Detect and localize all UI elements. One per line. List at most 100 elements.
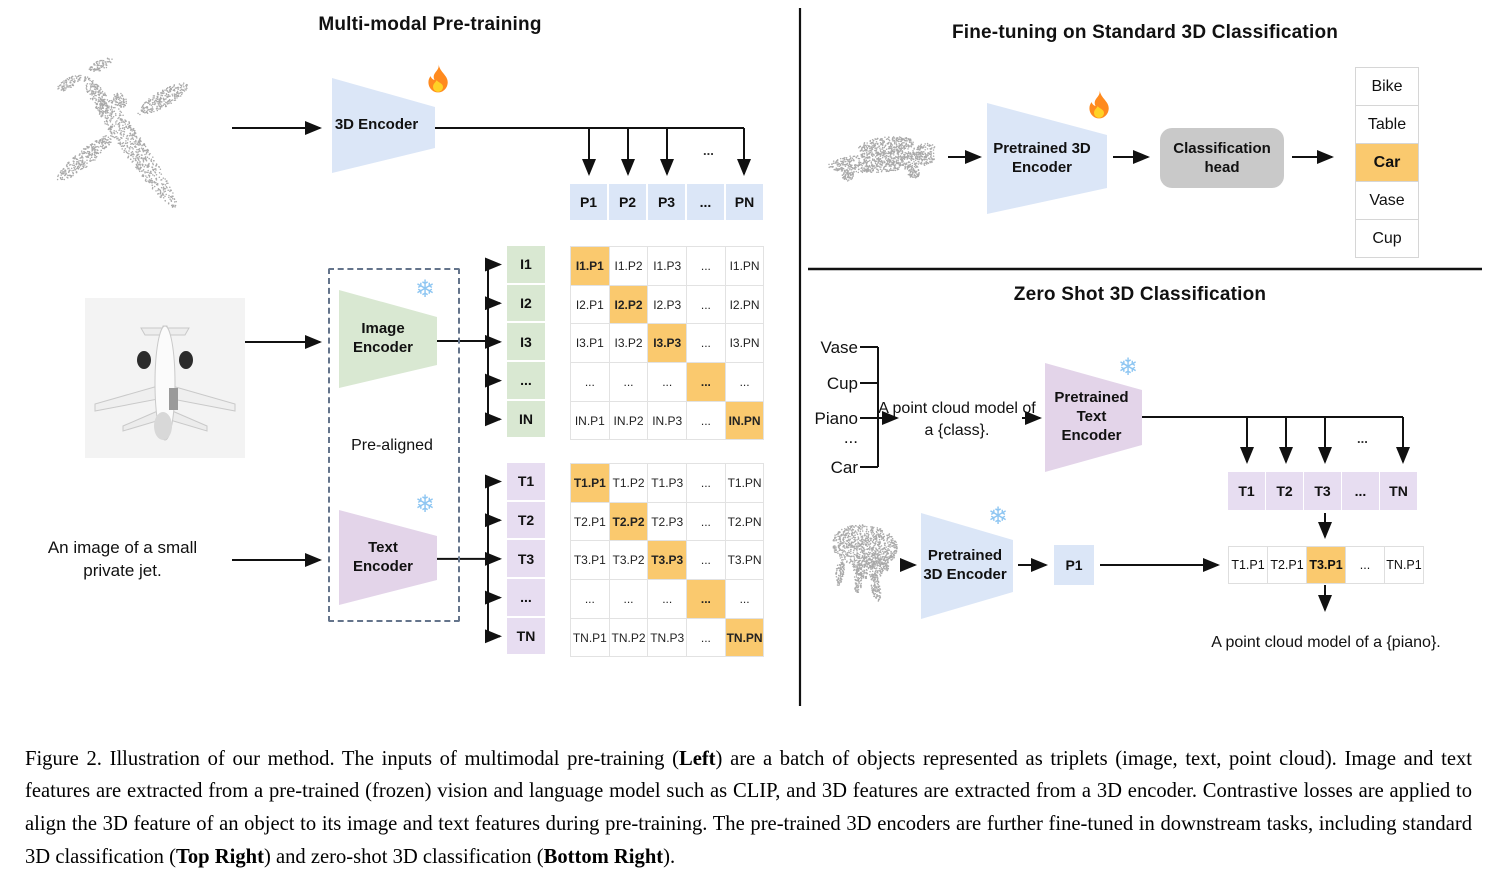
matrix-cell-1-4: I2.PN [725, 285, 764, 324]
i-label-1: I2 [507, 284, 545, 322]
matrix-cell-2-3: ... [687, 541, 725, 580]
i-label-2: I3 [507, 323, 545, 361]
caption-bold-segment: Bottom Right [543, 845, 664, 868]
matrix-cell-4-4: TN.PN [725, 618, 764, 657]
matrix-cell-2-1: T3.P2 [609, 541, 648, 580]
matrix-cell-3-2: ... [648, 363, 687, 401]
matrix-cell-2-2: T3.P3 [648, 541, 687, 580]
matrix-cell-0-0: T1.P1 [571, 464, 609, 502]
matrix-cell-1-2: T2.P3 [648, 502, 687, 541]
text-feature-labels: T1 T2 T3... TN [507, 463, 545, 655]
matrix-cell-3-3: ... [687, 363, 725, 401]
p1-feature-cell: P1 [1054, 545, 1094, 585]
3d-encoder-label: 3D Encoder [334, 116, 419, 134]
matrix-cell-4-2: TN.P3 [648, 618, 687, 657]
class-item-1: Table [1356, 106, 1418, 144]
p-feature-3: ... [687, 184, 724, 220]
pre-aligned-dashed-box [328, 268, 460, 622]
fire-icon [428, 64, 448, 93]
matrix-cell-0-3: ... [687, 247, 725, 285]
classification-head-box: Classification head [1160, 128, 1284, 188]
caption-segment: Figure 2. Illustration of our method. Th… [25, 747, 679, 770]
snowflake-icon: ❄ [988, 503, 1009, 530]
matrix-cell-4-3: ... [687, 618, 725, 657]
zeroshot-title: Zero Shot 3D Classification [1013, 284, 1267, 305]
pretrained-3d-encoder-zeroshot-label: Pretrained 3D Encoder [923, 547, 1007, 583]
p-feature-1: P2 [609, 184, 646, 220]
matrix-cell-0-1: T1.P2 [609, 464, 648, 502]
snowflake-icon: ❄ [415, 491, 436, 518]
image-encoder-label: Image Encoder [352, 320, 413, 356]
matrix-cell-1-2: I2.P3 [648, 285, 687, 324]
matrix-cell-1-1: T2.P2 [609, 502, 648, 541]
snowflake-icon: ❄ [415, 276, 436, 303]
p-feature-0: P1 [570, 184, 607, 220]
t-feature-row: T1 T2 T3... TN [1228, 472, 1417, 510]
matrix-cell-2-3: ... [687, 324, 725, 363]
piano-point-cloud [832, 524, 898, 602]
text-encoder-label: Text Encoder [352, 538, 413, 575]
matrix-cell-3-1: ... [609, 580, 648, 618]
t-feature-0: T1 [1228, 472, 1265, 510]
t-feature-2: T3 [1304, 472, 1341, 510]
caption-segment: ) are a batch of objects represented as … [25, 747, 1472, 868]
fanout-ellipsis-right: ... [1357, 431, 1368, 446]
matrix-cell-4-1: TN.P2 [609, 618, 648, 657]
matrix-cell-4-2: IN.P3 [648, 401, 687, 440]
t-label-1: T2 [507, 501, 545, 539]
matrix-cell-1-1: I2.P2 [609, 285, 648, 324]
matrix-cell-2-1: I3.P2 [609, 324, 648, 363]
caption-segment: ) and zero-shot 3D classification ( [263, 845, 544, 868]
matrix-cell-1-3: ... [687, 502, 725, 541]
class-word: Vase [820, 338, 859, 357]
class-item-2: Car [1356, 144, 1418, 182]
pre-aligned-label: Pre-aligned [351, 437, 433, 454]
matrix-cell-4-0: TN.P1 [571, 618, 609, 657]
matrix-cell-2-0: T3.P1 [571, 541, 609, 580]
t-feature-1: T2 [1266, 472, 1303, 510]
matrix-cell-0-4: I1.PN [725, 247, 764, 285]
image-point-similarity-matrix: I1.P1 I1.P2 I1.P3... I1.PN I2.P1 I2.P2 I2.P3..… [570, 246, 765, 441]
similarity-cell-4: TN.P1 [1385, 547, 1423, 583]
matrix-cell-0-4: T1.PN [725, 464, 764, 502]
pretrained-text-encoder-label: Pretrained Text Encoder [1054, 389, 1129, 444]
matrix-cell-3-4: ... [725, 580, 764, 618]
matrix-cell-1-0: I2.P1 [571, 285, 609, 324]
prompt-template: A point cloud model of a {class}. [878, 400, 1036, 439]
caption-bold-segment: Top Right [175, 845, 264, 868]
matrix-cell-4-1: IN.P2 [609, 401, 648, 440]
matrix-cell-2-2: I3.P3 [648, 324, 687, 363]
p-feature-2: P3 [648, 184, 685, 220]
3d-encoder-box: 3D Encoder [332, 78, 435, 173]
p-feature-4: PN [726, 184, 763, 220]
finetune-title: Fine-tuning on Standard 3D Classificatio… [951, 22, 1339, 43]
matrix-cell-3-4: ... [725, 363, 764, 401]
class-word: Car [830, 458, 858, 477]
similarity-cell-1: T2.P1 [1268, 547, 1307, 583]
class-item-4: Cup [1356, 220, 1418, 257]
matrix-cell-3-0: ... [571, 580, 609, 618]
matrix-cell-1-3: ... [687, 285, 725, 324]
t-label-0: T1 [507, 463, 545, 500]
image-feature-labels: I1 I2 I3... IN [507, 246, 545, 438]
left-title: Multi-modal Pre-training [318, 14, 542, 35]
matrix-cell-4-0: IN.P1 [571, 401, 609, 440]
text-point-similarity-matrix: T1.P1 T1.P2 T1.P3... T1.PN T2.P1 T2.P2 T2.P3..… [570, 463, 765, 658]
matrix-cell-2-0: I3.P1 [571, 324, 609, 363]
fanout-ellipsis-left: ... [703, 143, 714, 158]
matrix-cell-1-0: T2.P1 [571, 502, 609, 541]
caption-bold-segment: Left [678, 747, 716, 770]
class-item-0: Bike [1356, 68, 1418, 106]
matrix-cell-3-0: ... [571, 363, 609, 401]
airplane-point-cloud [56, 57, 189, 208]
jet-image [85, 298, 245, 458]
t-feature-3: ... [1342, 472, 1379, 510]
fire-icon [1089, 90, 1109, 119]
matrix-cell-0-2: I1.P3 [648, 247, 687, 285]
matrix-cell-0-1: I1.P2 [609, 247, 648, 285]
snowflake-icon: ❄ [1118, 354, 1139, 381]
matrix-cell-2-4: T3.PN [725, 541, 764, 580]
i-label-0: I1 [507, 246, 545, 283]
i-label-3: ... [507, 362, 545, 399]
